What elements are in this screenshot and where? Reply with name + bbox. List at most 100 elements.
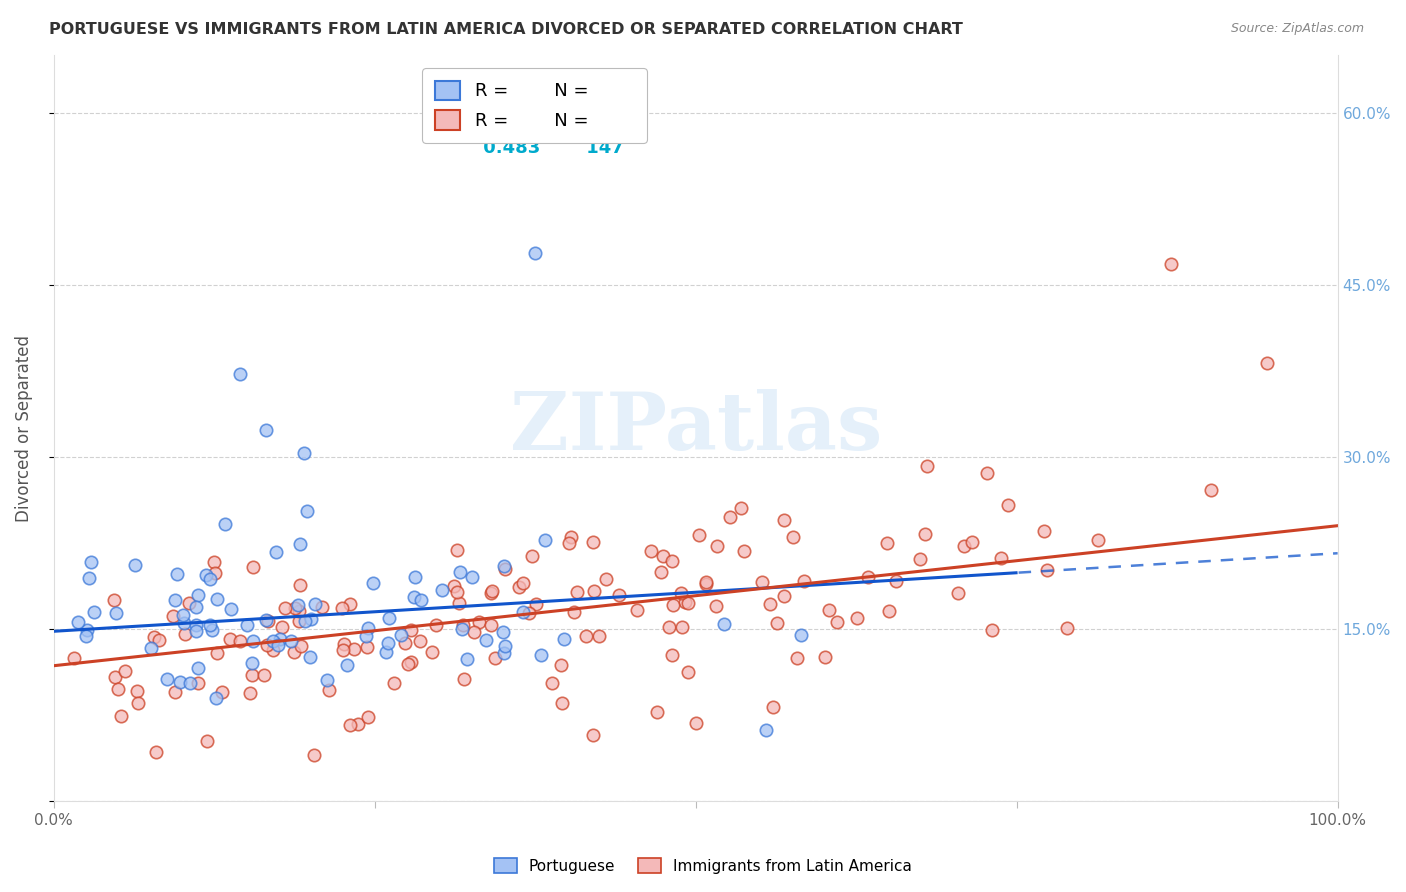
Point [404, 570, 426, 584]
Point [540, 676, 562, 690]
Point [198, 618, 221, 632]
Point [688, 528, 710, 542]
Point [588, 630, 610, 644]
Point [765, 616, 787, 631]
Point [484, 651, 506, 665]
Point [877, 603, 900, 617]
Point [560, 530, 582, 544]
Point [125, 684, 148, 698]
Point [782, 530, 804, 544]
Point [347, 716, 370, 731]
Point [456, 652, 478, 666]
Point [377, 636, 399, 650]
Legend: Portuguese, Immigrants from Latin America: Portuguese, Immigrants from Latin Americ… [488, 852, 918, 880]
Point [143, 630, 166, 644]
Point [339, 597, 361, 611]
Point [184, 624, 207, 639]
Point [318, 683, 340, 698]
Point [262, 633, 284, 648]
Point [409, 634, 432, 648]
Point [254, 424, 277, 438]
Point [762, 700, 785, 714]
Point [524, 245, 547, 260]
Point [443, 579, 465, 593]
Point [695, 574, 717, 589]
Point [533, 533, 555, 548]
Point [288, 536, 311, 550]
Point [793, 574, 815, 588]
Point [607, 588, 630, 602]
Point [550, 657, 572, 672]
Text: 0.483: 0.483 [478, 139, 541, 157]
Point [447, 596, 470, 610]
Point [229, 368, 252, 382]
Point [332, 643, 354, 657]
Point [271, 619, 294, 633]
Text: 147: 147 [581, 139, 624, 157]
Point [475, 632, 498, 647]
Point [817, 602, 839, 616]
Point [80, 554, 103, 568]
Point [582, 728, 605, 742]
Point [512, 605, 534, 619]
Point [179, 676, 201, 690]
Point [733, 543, 755, 558]
Y-axis label: Divorced or Separated: Divorced or Separated [15, 334, 32, 522]
Point [103, 592, 125, 607]
Point [316, 673, 339, 687]
Point [201, 623, 224, 637]
Point [479, 617, 502, 632]
Point [468, 615, 491, 629]
Point [141, 640, 163, 655]
Point [1256, 356, 1278, 370]
Text: PORTUGUESE VS IMMIGRANTS FROM LATIN AMERICA DIVORCED OR SEPARATED CORRELATION CH: PORTUGUESE VS IMMIGRANTS FROM LATIN AMER… [49, 22, 963, 37]
Point [1087, 533, 1109, 547]
Point [357, 621, 380, 635]
Point [290, 578, 312, 592]
Point [396, 657, 419, 671]
Point [256, 638, 278, 652]
Point [77, 571, 100, 585]
Point [825, 615, 848, 630]
Point [127, 696, 149, 710]
Point [290, 640, 312, 654]
Point [773, 590, 796, 604]
Point [205, 646, 228, 660]
Point [669, 586, 692, 600]
Point [914, 527, 936, 541]
Point [626, 602, 648, 616]
Point [399, 624, 422, 638]
Point [404, 591, 426, 605]
Point [179, 596, 201, 610]
Point [356, 640, 378, 655]
Point [302, 748, 325, 763]
Point [219, 632, 242, 646]
Point [451, 617, 474, 632]
Point [195, 568, 218, 582]
Point [332, 637, 354, 651]
Point [292, 446, 315, 460]
Point [242, 559, 264, 574]
Point [520, 549, 543, 563]
Point [786, 650, 808, 665]
Point [494, 640, 516, 654]
Point [186, 618, 208, 632]
Point [66, 615, 89, 629]
Point [269, 632, 291, 646]
Point [145, 745, 167, 759]
Point [235, 617, 257, 632]
Point [172, 607, 194, 622]
Point [652, 549, 675, 563]
Point [997, 499, 1019, 513]
Point [221, 602, 243, 616]
Point [990, 550, 1012, 565]
Point [104, 670, 127, 684]
Point [582, 584, 605, 599]
Point [343, 641, 366, 656]
Point [915, 458, 938, 473]
Point [399, 655, 422, 669]
Point [524, 597, 547, 611]
Point [814, 649, 837, 664]
Point [375, 644, 398, 658]
Point [311, 599, 333, 614]
